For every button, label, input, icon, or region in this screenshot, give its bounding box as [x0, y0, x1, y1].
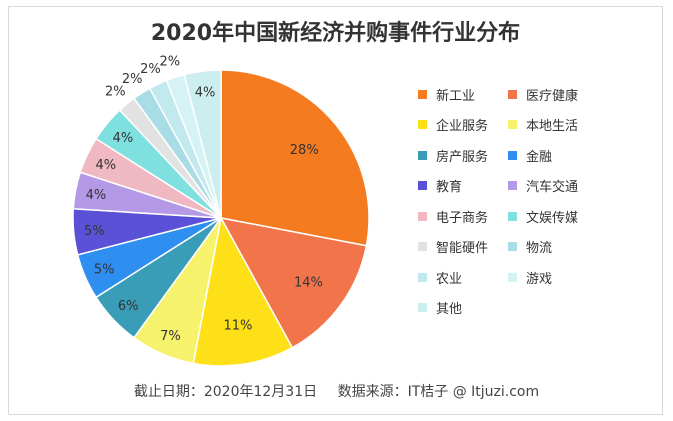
data-source: 数据来源：IT桔子 @ Itjuzi.com	[337, 384, 540, 400]
slice-value-label: 14%	[294, 276, 323, 291]
legend-swatch	[508, 120, 517, 129]
legend-label: 教育	[436, 180, 463, 195]
legend-swatch	[418, 89, 427, 99]
legend-swatch	[508, 242, 517, 251]
legend-item: 其他	[418, 299, 462, 317]
legend-item: 本地生活	[508, 116, 578, 134]
legend-swatch	[508, 89, 517, 99]
pie-slice-3	[192, 215, 294, 367]
legend-item: 医疗健康	[508, 85, 579, 104]
legend-label: 房产服务	[436, 149, 489, 165]
legend-label: 新工业	[436, 88, 476, 104]
slice-value-label: 4%	[96, 158, 117, 173]
cutoff-date: 截止日期：2020年12月31日	[133, 384, 318, 400]
legend-label: 汽车交通	[526, 180, 579, 195]
legend-item: 农业	[418, 268, 463, 287]
legend-label: 物流	[526, 241, 553, 256]
legend-label: 游戏	[526, 271, 553, 287]
slice-value-label: 2%	[122, 72, 143, 87]
legend-swatch	[508, 181, 517, 190]
legend-swatch	[418, 211, 427, 221]
legend-swatch	[418, 120, 427, 129]
legend-swatch	[508, 150, 517, 160]
legend-label: 农业	[436, 271, 463, 287]
legend-item: 文娱传媒	[508, 207, 579, 226]
legend-item: 新工业	[418, 85, 476, 104]
legend-item: 企业服务	[418, 116, 488, 134]
legend-item: 游戏	[508, 268, 553, 287]
slice-value-label: 11%	[223, 319, 252, 334]
legend-swatch	[418, 242, 427, 251]
slice-value-label: 28%	[290, 143, 319, 158]
legend-swatch	[508, 272, 517, 282]
slice-value-label: 5%	[84, 224, 105, 239]
legend-item: 智能硬件	[418, 238, 488, 256]
legend-item: 汽车交通	[508, 177, 578, 195]
legend-swatch	[418, 181, 427, 190]
legend-label: 本地生活	[526, 119, 579, 134]
legend-swatch	[418, 150, 427, 160]
legend-item: 物流	[508, 238, 552, 256]
slice-value-label: 2%	[140, 62, 161, 77]
slice-value-label: 5%	[94, 263, 115, 278]
slice-value-label: 2%	[159, 54, 180, 69]
chart-title: 2020年中国新经济并购事件行业分布	[150, 21, 521, 46]
legend-item: 金融	[508, 146, 553, 165]
slice-value-label: 4%	[195, 86, 216, 101]
legend-label: 金融	[526, 149, 553, 165]
legend-swatch	[508, 211, 517, 221]
legend-label: 智能硬件	[436, 241, 489, 256]
legend-label: 电子商务	[436, 210, 489, 226]
legend-label: 企业服务	[436, 119, 489, 134]
legend-item: 教育	[418, 177, 462, 195]
slice-value-label: 4%	[86, 188, 107, 203]
slice-value-label: 7%	[160, 329, 181, 344]
legend-label: 其他	[436, 302, 463, 317]
legend-swatch	[418, 272, 427, 282]
legend-label: 医疗健康	[526, 88, 579, 104]
legend-item: 房产服务	[418, 146, 489, 165]
legend-item: 电子商务	[418, 207, 489, 226]
slice-value-label: 2%	[105, 84, 126, 99]
slice-value-label: 4%	[113, 131, 134, 146]
pie-slice-2	[219, 216, 368, 349]
legend-swatch	[418, 303, 427, 312]
slice-value-label: 6%	[118, 299, 139, 314]
pie-slice-15	[183, 69, 222, 219]
footer: 截止日期：2020年12月31日 数据来源：IT桔子 @ Itjuzi.com	[0, 381, 673, 401]
pie-slice-1	[220, 69, 370, 247]
legend-label: 文娱传媒	[526, 210, 579, 226]
